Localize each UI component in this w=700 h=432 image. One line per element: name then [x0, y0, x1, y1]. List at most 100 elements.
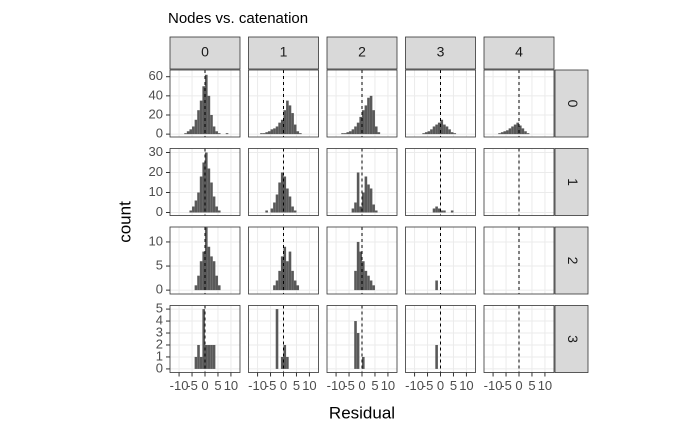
histogram-bar [199, 261, 203, 291]
histogram-bar [516, 122, 519, 135]
histogram-bar [346, 132, 350, 135]
y-tick-label: 5 [156, 301, 163, 316]
histogram-bar [267, 131, 271, 135]
strip [326, 36, 398, 70]
histogram-bar [372, 110, 375, 135]
x-tick-label: -5 [500, 378, 512, 393]
histogram-bar [286, 100, 289, 135]
histogram-bar [524, 131, 527, 135]
histogram-bar [283, 344, 287, 369]
histogram-bar [354, 270, 357, 291]
histogram-bar [283, 246, 287, 291]
x-tick-label: 0 [280, 378, 287, 393]
x-tick-label: 10 [224, 378, 238, 393]
histogram-bar [184, 133, 187, 135]
histogram-bar [293, 124, 297, 135]
histogram-bar [197, 110, 200, 135]
x-tick-label: -10 [248, 378, 267, 393]
histogram-bar [273, 202, 276, 213]
histogram-bar [217, 133, 221, 135]
row-strip-label: 2 [565, 257, 581, 265]
y-tick-label: 5 [156, 257, 163, 272]
histogram-bar [186, 131, 190, 135]
histogram-bar [212, 261, 216, 291]
histogram-bar [286, 188, 289, 213]
histogram-bar [217, 210, 221, 213]
histogram-bar [450, 210, 454, 213]
histogram-bar [265, 210, 268, 213]
histogram-bar [288, 105, 292, 135]
y-tick-label: 0 [156, 360, 163, 375]
column-strip-label: 0 [201, 44, 209, 60]
histogram-bar [265, 132, 268, 135]
x-tick-label: -5 [265, 378, 277, 393]
histogram-bar [199, 176, 203, 213]
histogram-bar [296, 285, 300, 291]
histogram-bar [278, 270, 281, 291]
histogram-bar [286, 261, 289, 291]
histogram-bar [362, 356, 365, 369]
histogram-bar [359, 206, 362, 213]
y-tick-label: 30 [149, 144, 163, 159]
histogram-bar [291, 206, 294, 213]
histogram-bar [356, 122, 360, 135]
histogram-bar [205, 74, 208, 135]
histogram-bar [377, 132, 381, 135]
histogram-bar [202, 86, 205, 135]
row-strip-label: 0 [565, 100, 581, 108]
histogram-bar [202, 309, 205, 369]
histogram-bar [280, 172, 284, 213]
histogram-bar [270, 129, 274, 135]
row-strip-label: 1 [565, 178, 581, 186]
x-tick-label: 0 [201, 378, 208, 393]
histogram-bar [356, 333, 360, 369]
histogram-bar [526, 133, 530, 135]
histogram-bar [205, 152, 208, 213]
histogram-bar [521, 128, 525, 135]
histogram-bar [270, 208, 274, 213]
histogram-bar [283, 176, 287, 213]
histogram-bar [207, 95, 211, 135]
histogram-bar [207, 168, 211, 213]
histogram-bar [197, 344, 200, 369]
strip [554, 148, 589, 216]
histogram-bar [367, 275, 370, 291]
histogram-bar [364, 105, 368, 135]
y-tick-label: 4 [156, 312, 163, 327]
panel-border [405, 226, 476, 295]
histogram-bar [500, 132, 504, 135]
x-tick-label: -10 [327, 378, 346, 393]
histogram-bar [202, 162, 205, 213]
histogram-bar [349, 131, 352, 135]
histogram-bar [362, 261, 365, 291]
y-tick-label: 0 [156, 204, 163, 219]
histogram-bar [296, 131, 300, 135]
histogram-bar [511, 126, 514, 135]
histogram-bar [278, 182, 281, 213]
histogram-bar [354, 126, 357, 135]
x-tick-label: 5 [371, 378, 378, 393]
y-tick-label: 20 [149, 106, 163, 121]
histogram-bar [217, 285, 221, 291]
histogram-bar [362, 110, 365, 135]
y-tick-label: 10 [149, 233, 163, 248]
histogram-bar [432, 208, 436, 213]
histogram-bar [506, 130, 509, 135]
histogram-bar [275, 126, 279, 135]
panel-border [326, 226, 398, 295]
histogram-bar [369, 280, 373, 291]
histogram-bar [260, 133, 263, 135]
histogram-bar [225, 133, 229, 135]
y-tick-label: 60 [149, 68, 163, 83]
x-tick-label: 0 [515, 378, 522, 393]
x-tick-label: -10 [405, 378, 424, 393]
histogram-bar [205, 227, 208, 291]
x-axis-label: Residual [329, 403, 395, 422]
histogram-bar [210, 256, 213, 291]
histogram-bar [278, 122, 281, 135]
histogram-bar [374, 210, 378, 213]
x-tick-label: 0 [358, 378, 365, 393]
histogram-bar [280, 119, 284, 135]
histogram-bar [362, 192, 365, 213]
histogram-bar [273, 285, 276, 291]
